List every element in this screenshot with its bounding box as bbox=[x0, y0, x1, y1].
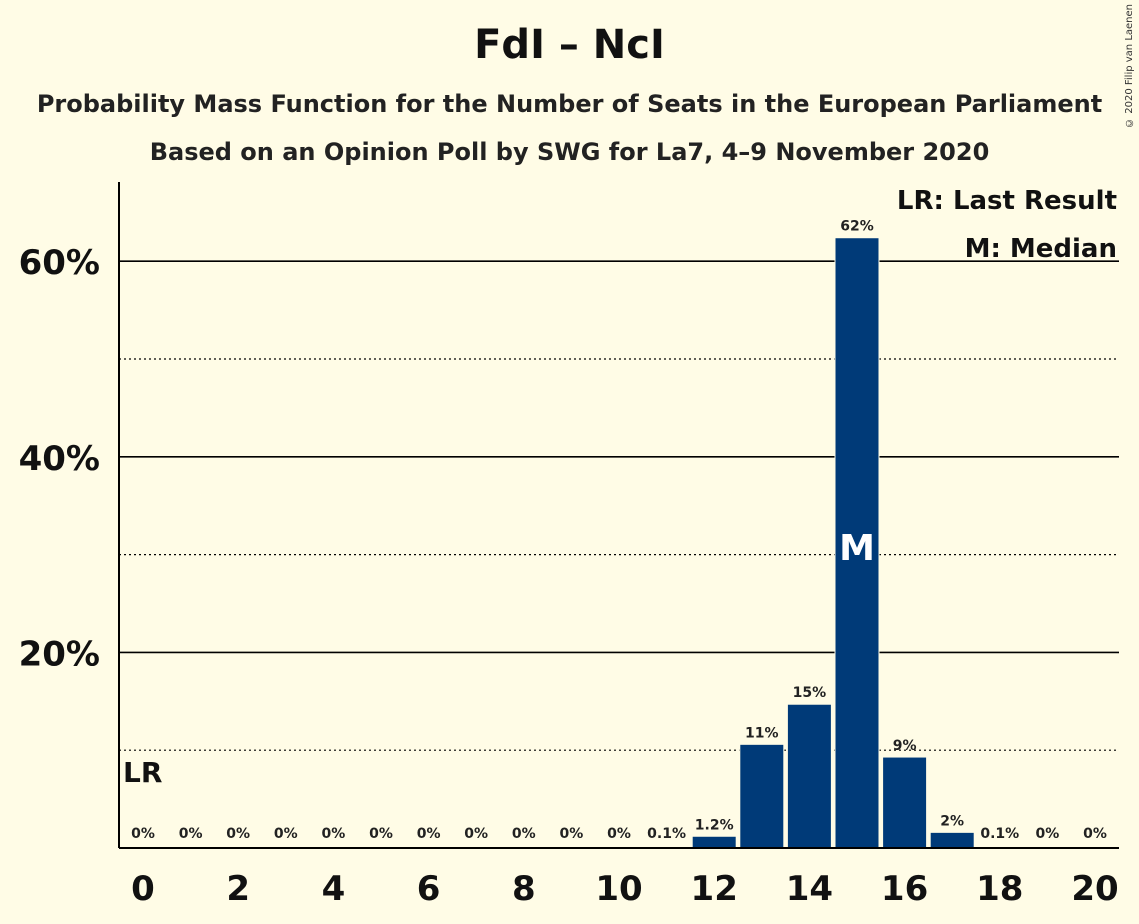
median-marker: M bbox=[839, 528, 875, 569]
legend-entry-2: M: Median bbox=[965, 234, 1117, 264]
data-label-1: 0% bbox=[179, 826, 203, 842]
data-label-18: 0.1% bbox=[980, 826, 1019, 842]
chart-subtitle-2: Based on an Opinion Poll by SWG for La7,… bbox=[149, 138, 990, 166]
data-label-14: 15% bbox=[793, 685, 827, 701]
data-label-2: 0% bbox=[226, 826, 250, 842]
x-tick-label-2: 2 bbox=[226, 869, 250, 909]
x-tick-label-4: 4 bbox=[322, 869, 346, 909]
data-label-15: 62% bbox=[840, 219, 874, 235]
x-tick-label-16: 16 bbox=[881, 869, 928, 909]
data-label-11: 0.1% bbox=[647, 826, 686, 842]
data-label-12: 1.2% bbox=[695, 817, 734, 833]
data-label-16: 9% bbox=[893, 738, 917, 754]
data-label-8: 0% bbox=[512, 826, 536, 842]
bar-17 bbox=[929, 831, 975, 849]
x-tick-label-14: 14 bbox=[786, 869, 833, 909]
bar-15 bbox=[834, 237, 880, 849]
data-label-19: 0% bbox=[1036, 826, 1060, 842]
data-label-13: 11% bbox=[745, 725, 779, 741]
bar-16 bbox=[882, 756, 928, 849]
data-label-20: 0% bbox=[1083, 826, 1107, 842]
chart-subtitle-1: Probability Mass Function for the Number… bbox=[36, 90, 1103, 118]
chart-title: FdI – NcI bbox=[474, 22, 665, 68]
data-label-9: 0% bbox=[560, 826, 584, 842]
legend-entry-1: LR: Last Result bbox=[897, 186, 1117, 216]
data-label-6: 0% bbox=[417, 826, 441, 842]
x-tick-label-8: 8 bbox=[512, 869, 536, 909]
data-label-10: 0% bbox=[607, 826, 631, 842]
data-label-0: 0% bbox=[131, 826, 155, 842]
bar-12 bbox=[691, 835, 737, 849]
y-tick-label-40: 40% bbox=[19, 439, 100, 479]
x-tick-label-12: 12 bbox=[691, 869, 738, 909]
x-tick-label-20: 20 bbox=[1071, 869, 1118, 909]
last-result-marker: LR bbox=[123, 756, 162, 789]
data-label-7: 0% bbox=[464, 826, 488, 842]
bar-14 bbox=[786, 703, 832, 849]
y-tick-label-20: 20% bbox=[19, 634, 100, 674]
data-label-17: 2% bbox=[940, 813, 964, 829]
x-tick-label-6: 6 bbox=[417, 869, 441, 909]
data-label-3: 0% bbox=[274, 826, 298, 842]
x-tick-label-10: 10 bbox=[595, 869, 642, 909]
y-tick-label-60: 60% bbox=[19, 243, 100, 283]
bar-13 bbox=[739, 743, 785, 849]
x-tick-label-0: 0 bbox=[131, 869, 155, 909]
x-tick-label-18: 18 bbox=[976, 869, 1023, 909]
data-label-4: 0% bbox=[322, 826, 346, 842]
data-label-5: 0% bbox=[369, 826, 393, 842]
